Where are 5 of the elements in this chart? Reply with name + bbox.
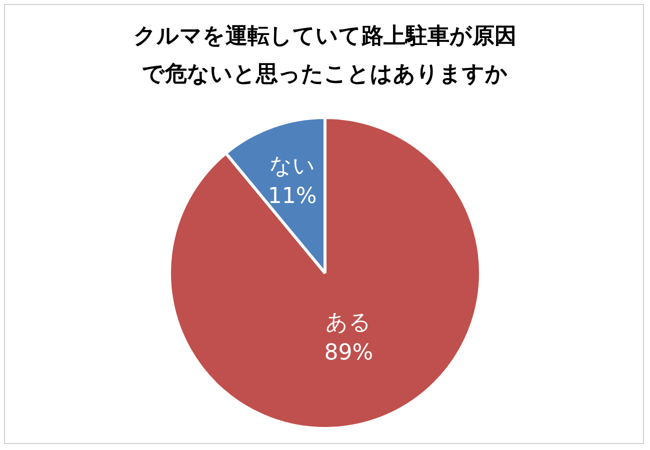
slice-label: ない bbox=[269, 154, 316, 180]
data-label: 89% bbox=[324, 340, 374, 366]
data-label: 11% bbox=[268, 184, 317, 210]
slice-label: ある bbox=[326, 310, 372, 336]
chart-title: クルマを運転していて路上駐車が原因で危ないと思ったことはありますか bbox=[132, 23, 518, 89]
